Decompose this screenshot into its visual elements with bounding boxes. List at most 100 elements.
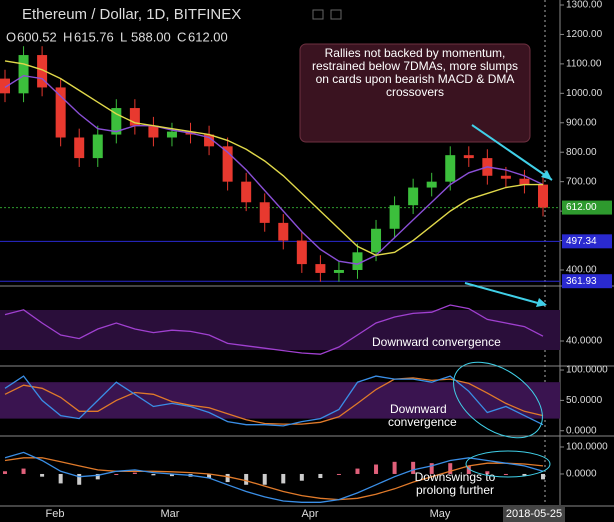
annotation-text: Rallies not backed by momentum, restrain… — [311, 47, 519, 99]
macd-histogram-bar — [522, 473, 527, 476]
date-badge — [503, 506, 565, 522]
macd-histogram-bar — [411, 461, 416, 474]
ohlc-letter: L — [120, 29, 127, 44]
rsi-band — [0, 310, 560, 350]
macd-line — [4, 451, 544, 503]
y-tick-label: 1200.00 — [566, 29, 603, 40]
highlight-ellipse — [465, 450, 551, 478]
ohlc-letter: C — [177, 29, 186, 44]
ohlc-value: 588.00 — [131, 29, 171, 44]
macd-histogram-bar — [132, 472, 137, 474]
macd-histogram-bar — [466, 465, 471, 474]
arrow — [464, 282, 546, 306]
candle-body — [445, 155, 456, 182]
candle-body — [74, 137, 85, 159]
macd-histogram-bar — [207, 473, 212, 479]
ohlc-letter: H — [63, 29, 72, 44]
stoch-note: Downward — [390, 402, 447, 416]
rsi-note: Downward convergence — [372, 335, 501, 349]
candle-body — [241, 181, 252, 203]
macd-histogram-bar — [448, 463, 453, 474]
macd-histogram-bar — [262, 473, 267, 485]
candle-body — [352, 252, 363, 270]
macd-signal-line — [4, 457, 544, 501]
ohlc-value: 615.76 — [74, 29, 114, 44]
chart-title: Ethereum / Dollar, 1D, BITFINEX — [22, 6, 241, 23]
candle-body — [166, 131, 177, 138]
macd-histogram-bar — [355, 468, 360, 474]
macd-histogram-bar — [95, 473, 100, 480]
candle-body — [129, 108, 140, 126]
macd-histogram-bar — [40, 473, 45, 477]
macd-histogram-bar — [58, 473, 63, 484]
macd-histogram-bar — [21, 468, 26, 474]
y-tick-label: 50.0000 — [566, 395, 603, 406]
ohlc-value: 612.00 — [188, 29, 228, 44]
x-tick-label: Apr — [301, 508, 318, 520]
candle-body — [92, 134, 103, 159]
candle-body — [408, 187, 419, 206]
y-tick-label: 1100.00 — [566, 59, 602, 70]
price-badge-label: 361.93 — [566, 276, 597, 287]
settings-icon[interactable] — [312, 9, 324, 20]
price-badge — [562, 234, 612, 249]
x-tick-label: Mar — [161, 508, 180, 520]
y-tick-label: 700.00 — [566, 176, 597, 187]
macd-histogram-bar — [485, 471, 490, 474]
candle-body — [204, 134, 215, 147]
candle-body — [18, 55, 29, 94]
y-tick-label: 1300.00 — [566, 0, 603, 11]
y-tick-label: 40.0000 — [566, 336, 603, 347]
y-tick-label: 100.0000 — [566, 442, 608, 453]
price-badge — [562, 274, 612, 289]
macd-histogram-bar — [114, 473, 119, 475]
candle-body — [500, 175, 511, 179]
arrowhead — [536, 298, 547, 307]
macd-histogram-bar — [225, 473, 230, 483]
macd-note: prolong further — [416, 483, 494, 497]
macd-histogram-bar — [3, 471, 7, 474]
highlight-ellipse — [453, 361, 543, 439]
arrow — [471, 124, 553, 181]
candle-body — [315, 264, 326, 273]
candle-body — [333, 269, 344, 273]
macd-histogram-bar — [503, 473, 508, 475]
candle-body — [55, 87, 66, 138]
candle-body — [37, 55, 48, 88]
candle-body — [278, 222, 289, 241]
macd-histogram-bar — [318, 473, 323, 479]
x-tick-label: May — [430, 508, 451, 520]
candle-body — [0, 78, 10, 94]
date-badge-label: 2018-05-25 — [506, 508, 562, 520]
stoch-k-line — [4, 375, 544, 427]
price-badge — [562, 200, 612, 215]
candle-body — [296, 240, 307, 265]
macd-note: Downswings to — [415, 470, 496, 484]
stoch-note: convergence — [388, 415, 457, 429]
candle-body — [519, 178, 530, 185]
macd-histogram-bar — [169, 473, 174, 477]
y-tick-label: 900.00 — [566, 117, 597, 128]
y-tick-label: 0.0000 — [566, 469, 597, 480]
ohlc-row: O 600.52 H 615.76 L 588.00 C 612.00 — [6, 29, 228, 44]
y-tick-label: 400.00 — [566, 265, 597, 276]
annotation-box: Rallies not backed by momentum, restrain… — [299, 43, 531, 143]
candle-body — [463, 155, 474, 159]
macd-histogram-bar — [429, 463, 434, 474]
moving-average — [4, 60, 543, 257]
y-tick-label: 1000.00 — [566, 88, 603, 99]
candle-body — [538, 184, 548, 208]
macd-histogram-bar — [336, 473, 341, 475]
candle-body — [259, 202, 270, 223]
rsi-line — [4, 304, 544, 355]
candle-body — [111, 108, 122, 135]
price-badge-label: 612.00 — [566, 202, 597, 213]
candle-body — [371, 228, 382, 253]
macd-histogram-bar — [151, 473, 156, 476]
moving-average — [4, 74, 544, 265]
close-icon[interactable] — [330, 9, 342, 20]
macd-histogram-bar — [392, 461, 397, 474]
arrowhead — [541, 170, 552, 180]
macd-histogram-bar — [77, 473, 82, 485]
